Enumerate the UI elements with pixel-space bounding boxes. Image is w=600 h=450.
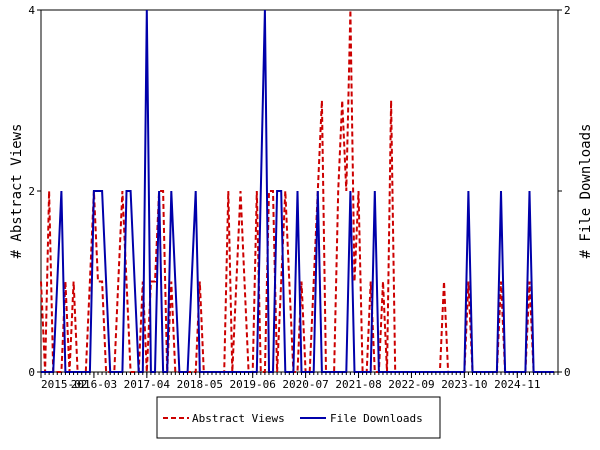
y-right-tick-label: 2	[564, 4, 571, 17]
y-axis-ticks: 0 2 4 0 2	[28, 4, 570, 379]
x-tick-label: 2017-04	[124, 378, 171, 391]
x-tick-label: 2018-05	[177, 378, 223, 391]
x-tick-label: 2021-08	[335, 378, 381, 391]
x-tick-label: 2015-02	[41, 378, 87, 391]
y-right-tick-label: 0	[564, 366, 571, 379]
x-tick-label: 2023-10	[441, 378, 487, 391]
x-tick-label: 2019-06	[230, 378, 276, 391]
series-line-file-downloads	[41, 9, 554, 373]
series-layer	[40, 9, 554, 373]
legend-label-file-downloads: File Downloads	[330, 412, 423, 425]
y-axis-left-label: # Abstract Views	[9, 124, 25, 259]
y-left-tick-label: 0	[28, 366, 35, 379]
y-left-tick-label: 4	[28, 4, 35, 17]
x-tick-label: 2022-09	[388, 378, 434, 391]
x-tick-label: 2020-07	[282, 378, 328, 391]
y-axis-right-label: # File Downloads	[578, 124, 594, 259]
legend-box	[156, 396, 441, 439]
x-tick-label: 2024-11	[494, 378, 540, 391]
y-left-tick-label: 2	[28, 185, 35, 198]
legend-label-abstract-views: Abstract Views	[192, 412, 285, 425]
x-tick-label: 2016-03	[71, 378, 117, 391]
series-line-abstract-views	[40, 9, 554, 373]
legend: Abstract Views File Downloads	[156, 396, 441, 439]
